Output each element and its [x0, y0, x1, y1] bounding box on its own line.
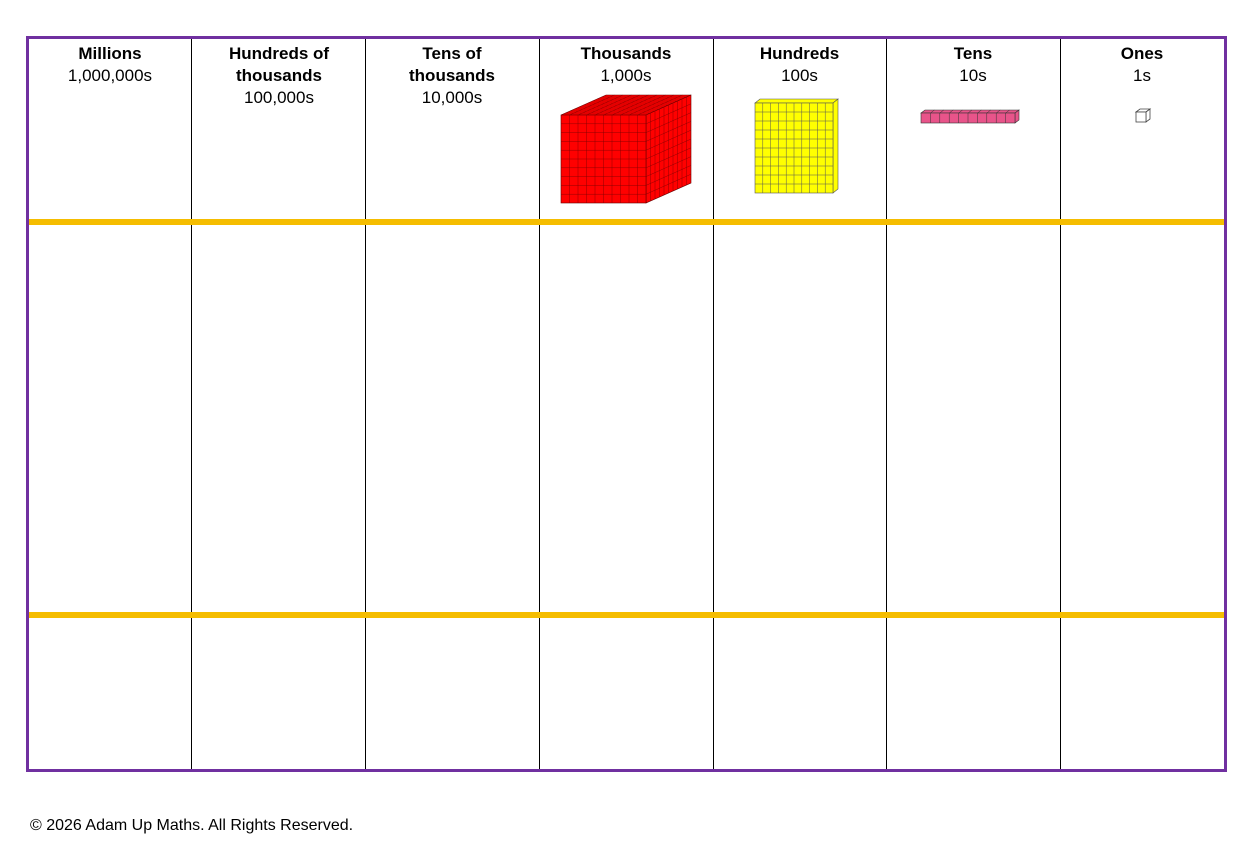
column-divider: [1060, 39, 1061, 769]
column-name: Tens: [953, 44, 993, 63]
place-value-chart: Millions 1,000,000s Hundreds of thousand…: [26, 36, 1227, 772]
column-name: Millions: [78, 44, 142, 63]
column-divider: [886, 39, 887, 769]
column-value: 10,000s: [421, 88, 483, 107]
column-header-ones: Ones 1s: [1060, 43, 1224, 87]
column-value: 1s: [1133, 66, 1151, 85]
column-divider: [191, 39, 192, 769]
one-block-icon: [1134, 108, 1152, 123]
column-value: 1,000,000s: [67, 66, 153, 85]
column-value: 100,000s: [244, 88, 314, 107]
column-name: Hundreds of thousands: [228, 44, 330, 85]
column-value: 100s: [781, 66, 818, 85]
column-value: 1,000s: [600, 66, 652, 85]
column-header-tens: Tens 10s: [886, 43, 1060, 87]
column-name: Tens of thousands: [409, 44, 495, 85]
column-header-ten-thousands: Tens of thousands 10,000s: [397, 43, 507, 109]
column-name: Ones: [1120, 44, 1164, 63]
row-divider-top: [29, 219, 1224, 225]
column-divider: [539, 39, 540, 769]
copyright-footer: © 2026 Adam Up Maths. All Rights Reserve…: [30, 817, 354, 834]
thousand-block-icon: [560, 94, 692, 204]
column-name: Hundreds: [759, 44, 840, 63]
ten-block-icon: [920, 109, 1020, 124]
column-name: Thousands: [580, 44, 672, 63]
column-value: 10s: [959, 66, 987, 85]
column-divider: [713, 39, 714, 769]
column-header-hundreds: Hundreds 100s: [713, 43, 886, 87]
column-header-millions: Millions 1,000,000s: [29, 43, 191, 87]
column-header-thousands: Thousands 1,000s: [539, 43, 713, 87]
column-divider: [365, 39, 366, 769]
column-header-hundred-thousands: Hundreds of thousands 100,000s: [215, 43, 343, 109]
hundred-block-icon: [754, 98, 839, 194]
row-divider-bottom: [29, 612, 1224, 618]
